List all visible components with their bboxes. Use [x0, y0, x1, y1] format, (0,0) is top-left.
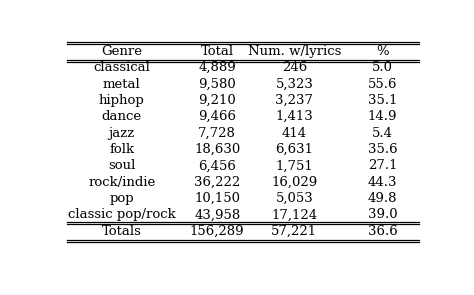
Text: 36,222: 36,222 — [194, 176, 240, 189]
Text: metal: metal — [103, 78, 141, 91]
Text: 5,053: 5,053 — [275, 192, 313, 205]
Text: 246: 246 — [282, 61, 307, 74]
Text: 17,124: 17,124 — [271, 208, 318, 221]
Text: 35.1: 35.1 — [368, 94, 397, 107]
Text: 6,456: 6,456 — [198, 159, 236, 172]
Text: classical: classical — [93, 61, 150, 74]
Text: hiphop: hiphop — [99, 94, 145, 107]
Text: folk: folk — [109, 143, 134, 156]
Text: 5,323: 5,323 — [275, 78, 313, 91]
Text: 14.9: 14.9 — [368, 110, 397, 123]
Text: 6,631: 6,631 — [275, 143, 313, 156]
Text: 35.6: 35.6 — [368, 143, 397, 156]
Text: soul: soul — [108, 159, 136, 172]
Text: 9,210: 9,210 — [198, 94, 236, 107]
Text: jazz: jazz — [109, 127, 135, 140]
Text: 156,289: 156,289 — [190, 225, 245, 238]
Text: 10,150: 10,150 — [194, 192, 240, 205]
Text: 43,958: 43,958 — [194, 208, 240, 221]
Text: 9,466: 9,466 — [198, 110, 236, 123]
Text: 27.1: 27.1 — [368, 159, 397, 172]
Text: 1,413: 1,413 — [275, 110, 313, 123]
Text: dance: dance — [101, 110, 142, 123]
Text: 44.3: 44.3 — [368, 176, 397, 189]
Text: 18,630: 18,630 — [194, 143, 240, 156]
Text: classic pop/rock: classic pop/rock — [68, 208, 175, 221]
Text: 3,237: 3,237 — [275, 94, 313, 107]
Text: 49.8: 49.8 — [368, 192, 397, 205]
Text: 1,751: 1,751 — [275, 159, 313, 172]
Text: %: % — [376, 45, 389, 58]
Text: Num. w/lyrics: Num. w/lyrics — [248, 45, 341, 58]
Text: 39.0: 39.0 — [368, 208, 397, 221]
Text: 16,029: 16,029 — [271, 176, 318, 189]
Text: 414: 414 — [282, 127, 307, 140]
Text: 4,889: 4,889 — [198, 61, 236, 74]
Text: pop: pop — [109, 192, 134, 205]
Text: 5.0: 5.0 — [372, 61, 393, 74]
Text: 55.6: 55.6 — [368, 78, 397, 91]
Text: Totals: Totals — [102, 225, 142, 238]
Text: 9,580: 9,580 — [198, 78, 236, 91]
Text: 7,728: 7,728 — [198, 127, 236, 140]
Text: 36.6: 36.6 — [368, 225, 397, 238]
Text: Genre: Genre — [101, 45, 142, 58]
Text: rock/indie: rock/indie — [88, 176, 155, 189]
Text: 57,221: 57,221 — [271, 225, 318, 238]
Text: 5.4: 5.4 — [372, 127, 393, 140]
Text: Total: Total — [201, 45, 234, 58]
